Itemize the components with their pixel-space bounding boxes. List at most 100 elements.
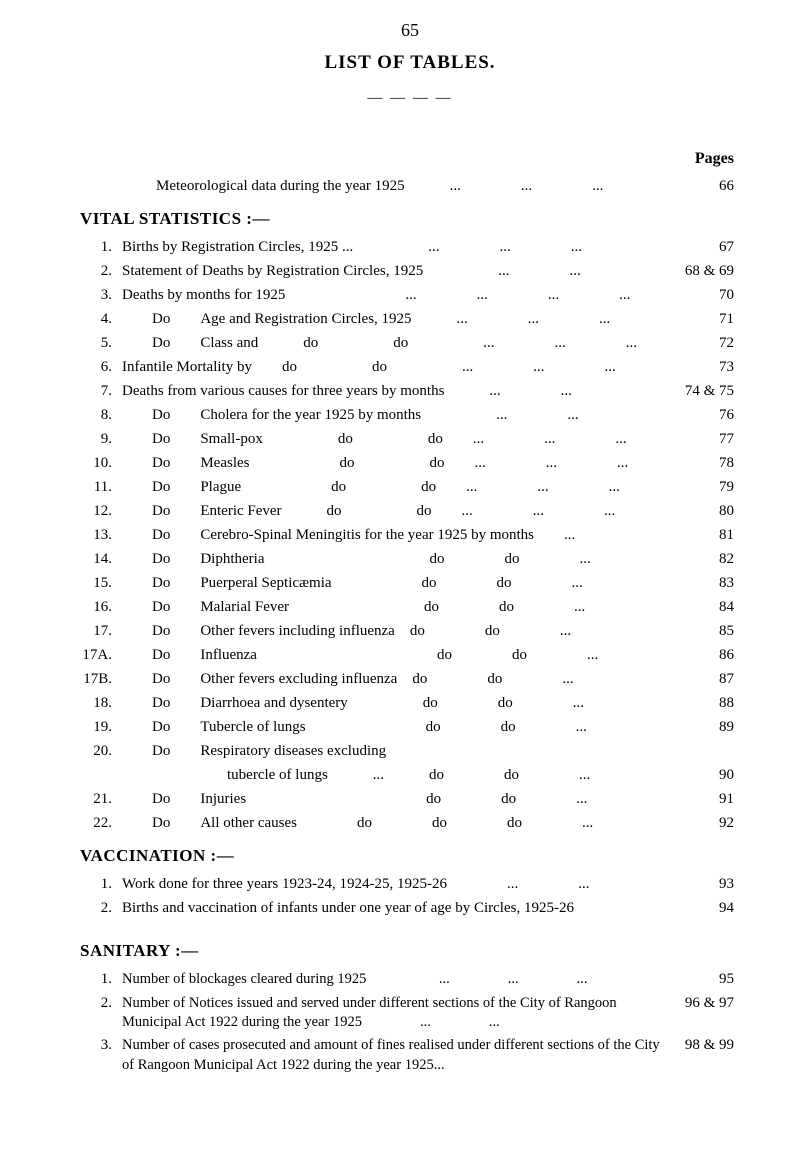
item-page: 78	[662, 453, 740, 473]
list-item: 20. Do Respiratory diseases excluding	[80, 741, 740, 763]
item-page: 91	[662, 789, 740, 809]
item-number: 9.	[80, 429, 122, 449]
item-number: 3.	[80, 285, 122, 305]
item-page: 84	[662, 597, 740, 617]
item-text: Do Age and Registration Circles, 1925 ..…	[122, 309, 662, 329]
item-page: 67	[662, 237, 740, 257]
item-number: 19.	[80, 717, 122, 737]
item-page: 74 & 75	[662, 381, 740, 401]
item-number: 17.	[80, 621, 122, 641]
list-item: 14. Do Diphtheria do do ...82	[80, 549, 740, 571]
meteo-row: Meteorological data during the year 1925…	[80, 176, 740, 196]
item-text: Number of cases prosecuted and amount of…	[122, 1036, 662, 1075]
list-item: 1.Births by Registration Circles, 1925 .…	[80, 237, 740, 259]
list-item: 1.Number of blockages cleared during 192…	[80, 969, 740, 991]
item-text: Do Cholera for the year 1925 by months .…	[122, 405, 662, 425]
list-item: 1.Work done for three years 1923-24, 192…	[80, 874, 740, 896]
item-page: 70	[662, 285, 740, 305]
item-page: 92	[662, 813, 740, 833]
item-text: Do Class and do do ... ... ...	[122, 333, 662, 353]
list-item: 10. Do Measles do do ... ... ...78	[80, 453, 740, 475]
vaccination-list: 1.Work done for three years 1923-24, 192…	[80, 874, 740, 920]
list-item: 9. Do Small-pox do do ... ... ...77	[80, 429, 740, 451]
item-page: 88	[662, 693, 740, 713]
list-item: 11. Do Plague do do ... ... ...79	[80, 477, 740, 499]
item-page: 90	[662, 765, 740, 785]
item-text: Do Tubercle of lungs do do ...	[122, 717, 662, 737]
item-page: 80	[662, 501, 740, 521]
item-text: Number of Notices issued and served unde…	[122, 994, 662, 1033]
item-text: Do Influenza do do ...	[122, 645, 662, 665]
item-number: 18.	[80, 693, 122, 713]
item-page: 85	[662, 621, 740, 641]
item-number: 5.	[80, 333, 122, 353]
list-item: 16. Do Malarial Fever do do ...84	[80, 597, 740, 619]
item-page: 96 & 97	[662, 993, 740, 1013]
item-text: Do Plague do do ... ... ...	[122, 477, 662, 497]
item-page: 68 & 69	[662, 261, 740, 281]
item-text: Births by Registration Circles, 1925 ...…	[122, 237, 662, 257]
item-number: 7.	[80, 381, 122, 401]
item-text: Deaths by months for 1925 ... ... ... ..…	[122, 285, 662, 305]
page-number: 65	[80, 18, 740, 42]
pages-column-header: Pages	[80, 148, 740, 170]
sanitary-list: 1.Number of blockages cleared during 192…	[80, 969, 740, 1075]
list-item: 15. Do Puerperal Septicæmia do do ...83	[80, 573, 740, 595]
item-page: 77	[662, 429, 740, 449]
list-item: 21. Do Injuries do do ...91	[80, 789, 740, 811]
list-item: 4. Do Age and Registration Circles, 1925…	[80, 309, 740, 331]
item-text: Do Other fevers excluding influenza do d…	[122, 669, 662, 689]
item-text: Infantile Mortality by do do ... ... ...	[122, 357, 662, 377]
item-text: Births and vaccination of infants under …	[122, 898, 662, 918]
item-number: 13.	[80, 525, 122, 545]
item-text: Do Cerebro-Spinal Meningitis for the yea…	[122, 525, 662, 545]
item-text: Do All other causes do do do ...	[122, 813, 662, 833]
item-text: Do Enteric Fever do do ... ... ...	[122, 501, 662, 521]
item-page: 82	[662, 549, 740, 569]
item-text: Statement of Deaths by Registration Circ…	[122, 261, 662, 281]
item-number: 2.	[80, 993, 122, 1013]
list-item: 19. Do Tubercle of lungs do do ...89	[80, 717, 740, 739]
item-page: 76	[662, 405, 740, 425]
item-number: 2.	[80, 261, 122, 281]
list-item: 12. Do Enteric Fever do do ... ... ...80	[80, 501, 740, 523]
item-number: 17B.	[80, 669, 122, 689]
item-page: 73	[662, 357, 740, 377]
section-vital-statistics: VITAL STATISTICS :—	[80, 208, 740, 231]
list-item: 2.Number of Notices issued and served un…	[80, 993, 740, 1033]
meteo-page: 66	[678, 176, 740, 196]
list-item: 2.Births and vaccination of infants unde…	[80, 898, 740, 920]
section-sanitary: SANITARY :—	[80, 940, 740, 963]
item-number: 11.	[80, 477, 122, 497]
item-number: 2.	[80, 898, 122, 918]
item-text: Do Malarial Fever do do ...	[122, 597, 662, 617]
item-page: 79	[662, 477, 740, 497]
list-item: 6.Infantile Mortality by do do ... ... .…	[80, 357, 740, 379]
item-text: Do Other fevers including influenza do d…	[122, 621, 662, 641]
meteo-text: Meteorological data during the year 1925…	[156, 176, 678, 196]
item-number: 20.	[80, 741, 122, 761]
item-text: Do Respiratory diseases excluding	[122, 741, 662, 761]
item-number: 4.	[80, 309, 122, 329]
list-item: tubercle of lungs ... do do ...90	[80, 765, 740, 787]
item-number: 21.	[80, 789, 122, 809]
item-number: 8.	[80, 405, 122, 425]
item-text: Do Diphtheria do do ...	[122, 549, 662, 569]
item-number: 6.	[80, 357, 122, 377]
list-item: 3.Deaths by months for 1925 ... ... ... …	[80, 285, 740, 307]
item-text: Work done for three years 1923-24, 1924-…	[122, 874, 662, 894]
item-text: Do Diarrhoea and dysentery do do ...	[122, 693, 662, 713]
list-item: 8. Do Cholera for the year 1925 by month…	[80, 405, 740, 427]
divider-rule: — — — —	[80, 88, 740, 108]
item-page: 89	[662, 717, 740, 737]
item-page: 95	[662, 969, 740, 989]
item-number: 3.	[80, 1035, 122, 1055]
item-number: 1.	[80, 969, 122, 989]
list-item: 17A. Do Influenza do do ...86	[80, 645, 740, 667]
item-page: 87	[662, 669, 740, 689]
page-title: LIST OF TABLES.	[80, 50, 740, 76]
list-item: 5. Do Class and do do ... ... ...72	[80, 333, 740, 355]
item-text: Do Measles do do ... ... ...	[122, 453, 662, 473]
item-number: 15.	[80, 573, 122, 593]
item-page: 93	[662, 874, 740, 894]
